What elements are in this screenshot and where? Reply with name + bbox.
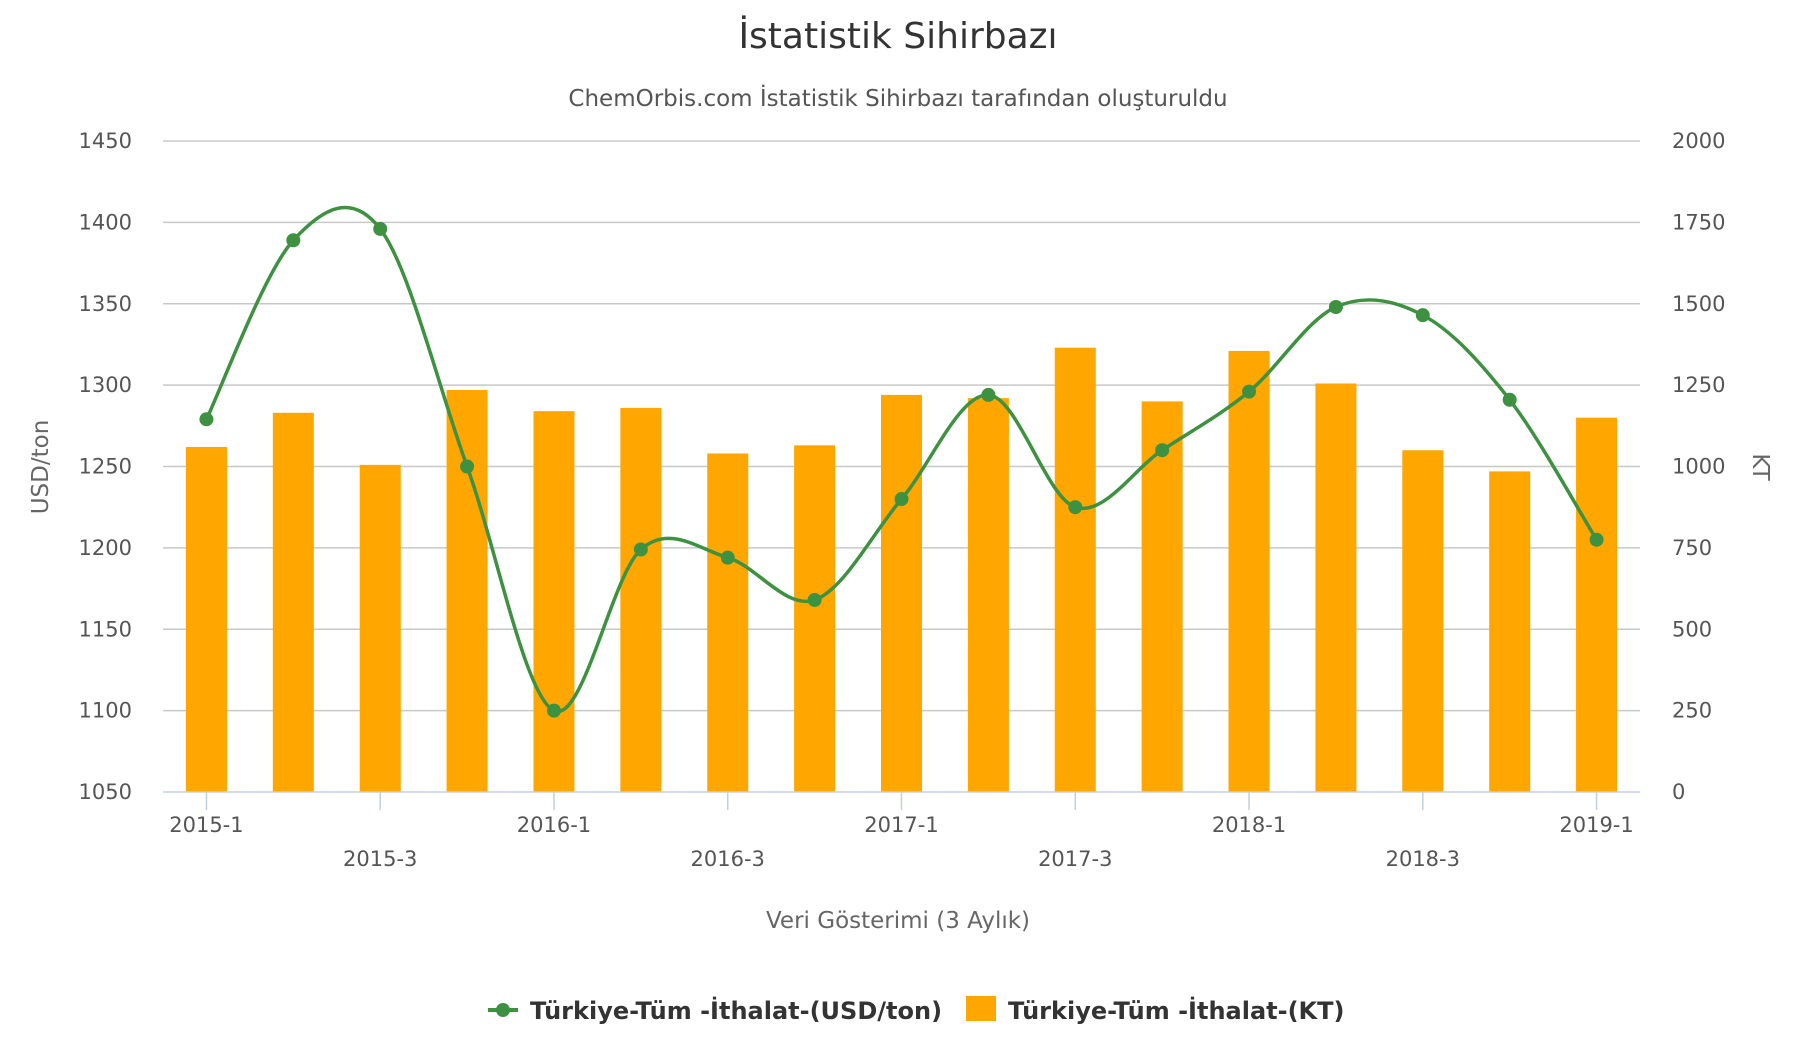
x-tick-label: 2015-3 xyxy=(343,847,417,871)
legend-label-bar: Türkiye-Tüm -İthalat-(KT) xyxy=(1008,996,1345,1025)
x-tick-label: 2017-3 xyxy=(1038,847,1112,871)
bar[interactable] xyxy=(620,407,662,792)
y-right-tick-label: 1500 xyxy=(1672,292,1725,316)
line-point[interactable] xyxy=(546,703,561,718)
line-point[interactable] xyxy=(1415,308,1430,323)
line-point[interactable] xyxy=(894,492,909,507)
y-right-tick-label: 0 xyxy=(1672,780,1685,804)
x-tick-label: 2016-1 xyxy=(517,813,591,837)
y-right-tick-label: 750 xyxy=(1672,536,1712,560)
y-left-tick-label: 1400 xyxy=(79,210,132,234)
line-series xyxy=(199,205,1604,718)
left-y-axis: 1450 1400 1350 1300 1250 1200 1150 1100 1050 xyxy=(79,129,132,804)
legend-line-marker xyxy=(496,1003,510,1017)
line-point[interactable] xyxy=(1589,532,1604,547)
y-left-tick-label: 1150 xyxy=(79,617,132,641)
x-tick-label: 2018-1 xyxy=(1212,813,1286,837)
bar[interactable] xyxy=(1141,401,1183,792)
y-right-tick-label: 250 xyxy=(1672,699,1712,723)
bar[interactable] xyxy=(1402,450,1444,792)
legend-item-bar[interactable]: Türkiye-Tüm -İthalat-(KT) xyxy=(966,996,1345,1025)
line-point[interactable] xyxy=(981,387,996,402)
legend-item-line[interactable]: Türkiye-Tüm -İthalat-(USD/ton) xyxy=(488,996,942,1025)
line-point[interactable] xyxy=(373,221,388,236)
bar-series xyxy=(185,347,1618,792)
line-point[interactable] xyxy=(286,233,301,248)
bar[interactable] xyxy=(533,411,575,792)
y-left-tick-label: 1350 xyxy=(79,292,132,316)
bar[interactable] xyxy=(1489,471,1531,792)
x-tick-label: 2016-3 xyxy=(691,847,765,871)
line-point[interactable] xyxy=(633,542,648,557)
y-left-tick-label: 1200 xyxy=(79,536,132,560)
x-tick-label: 2015-1 xyxy=(169,813,243,837)
y-right-tick-label: 1000 xyxy=(1672,455,1725,479)
chart-title: İstatistik Sihirbazı xyxy=(738,15,1057,57)
y-right-tick-label: 2000 xyxy=(1672,129,1725,153)
bar[interactable] xyxy=(1054,347,1096,792)
bar[interactable] xyxy=(272,412,314,792)
y-left-tick-label: 1050 xyxy=(79,780,132,804)
bar[interactable] xyxy=(446,390,488,792)
bar[interactable] xyxy=(967,398,1009,792)
line-point[interactable] xyxy=(460,459,475,474)
x-axis-title: Veri Gösterimi (3 Aylık) xyxy=(766,908,1030,934)
chart-subtitle: ChemOrbis.com İstatistik Sihirbazı taraf… xyxy=(568,84,1227,112)
bar[interactable] xyxy=(359,464,401,792)
x-tick-label: 2018-3 xyxy=(1386,847,1460,871)
right-y-axis: 2000 1750 1500 1250 1000 750 500 250 0 xyxy=(1672,129,1725,804)
line-point[interactable] xyxy=(1068,500,1083,515)
bar[interactable] xyxy=(1576,417,1618,792)
legend: Türkiye-Tüm -İthalat-(USD/ton) Türkiye-T… xyxy=(488,996,1345,1025)
y-left-tick-label: 1250 xyxy=(79,455,132,479)
y-right-tick-label: 1250 xyxy=(1672,373,1725,397)
y-left-tick-label: 1300 xyxy=(79,373,132,397)
bar[interactable] xyxy=(707,453,749,792)
y-right-tick-label: 500 xyxy=(1672,617,1712,641)
legend-label-line: Türkiye-Tüm -İthalat-(USD/ton) xyxy=(530,996,942,1025)
bar[interactable] xyxy=(185,446,227,792)
y-axis-right-title: KT xyxy=(1747,453,1773,481)
bar[interactable] xyxy=(1228,350,1270,792)
y-left-tick-label: 1450 xyxy=(79,129,132,153)
x-tick-label: 2017-1 xyxy=(864,813,938,837)
line-point[interactable] xyxy=(1502,392,1517,407)
line-point[interactable] xyxy=(199,412,214,427)
x-tick-label: 2019-1 xyxy=(1559,813,1633,837)
bar[interactable] xyxy=(881,394,922,792)
line-point[interactable] xyxy=(720,550,735,565)
y-right-tick-label: 1750 xyxy=(1672,210,1725,234)
line-point[interactable] xyxy=(807,592,822,607)
legend-bar-swatch xyxy=(966,996,996,1021)
line-point[interactable] xyxy=(1242,384,1257,399)
y-left-tick-label: 1100 xyxy=(79,699,132,723)
line-point[interactable] xyxy=(1328,300,1343,315)
x-axis: 2015-1 2016-1 2017-1 2018-1 2019-1 2015-3 2016… xyxy=(163,791,1640,871)
bar[interactable] xyxy=(794,445,836,792)
y-axis-left-title: USD/ton xyxy=(28,420,54,515)
bar[interactable] xyxy=(1315,383,1357,792)
line-point[interactable] xyxy=(1155,443,1170,458)
